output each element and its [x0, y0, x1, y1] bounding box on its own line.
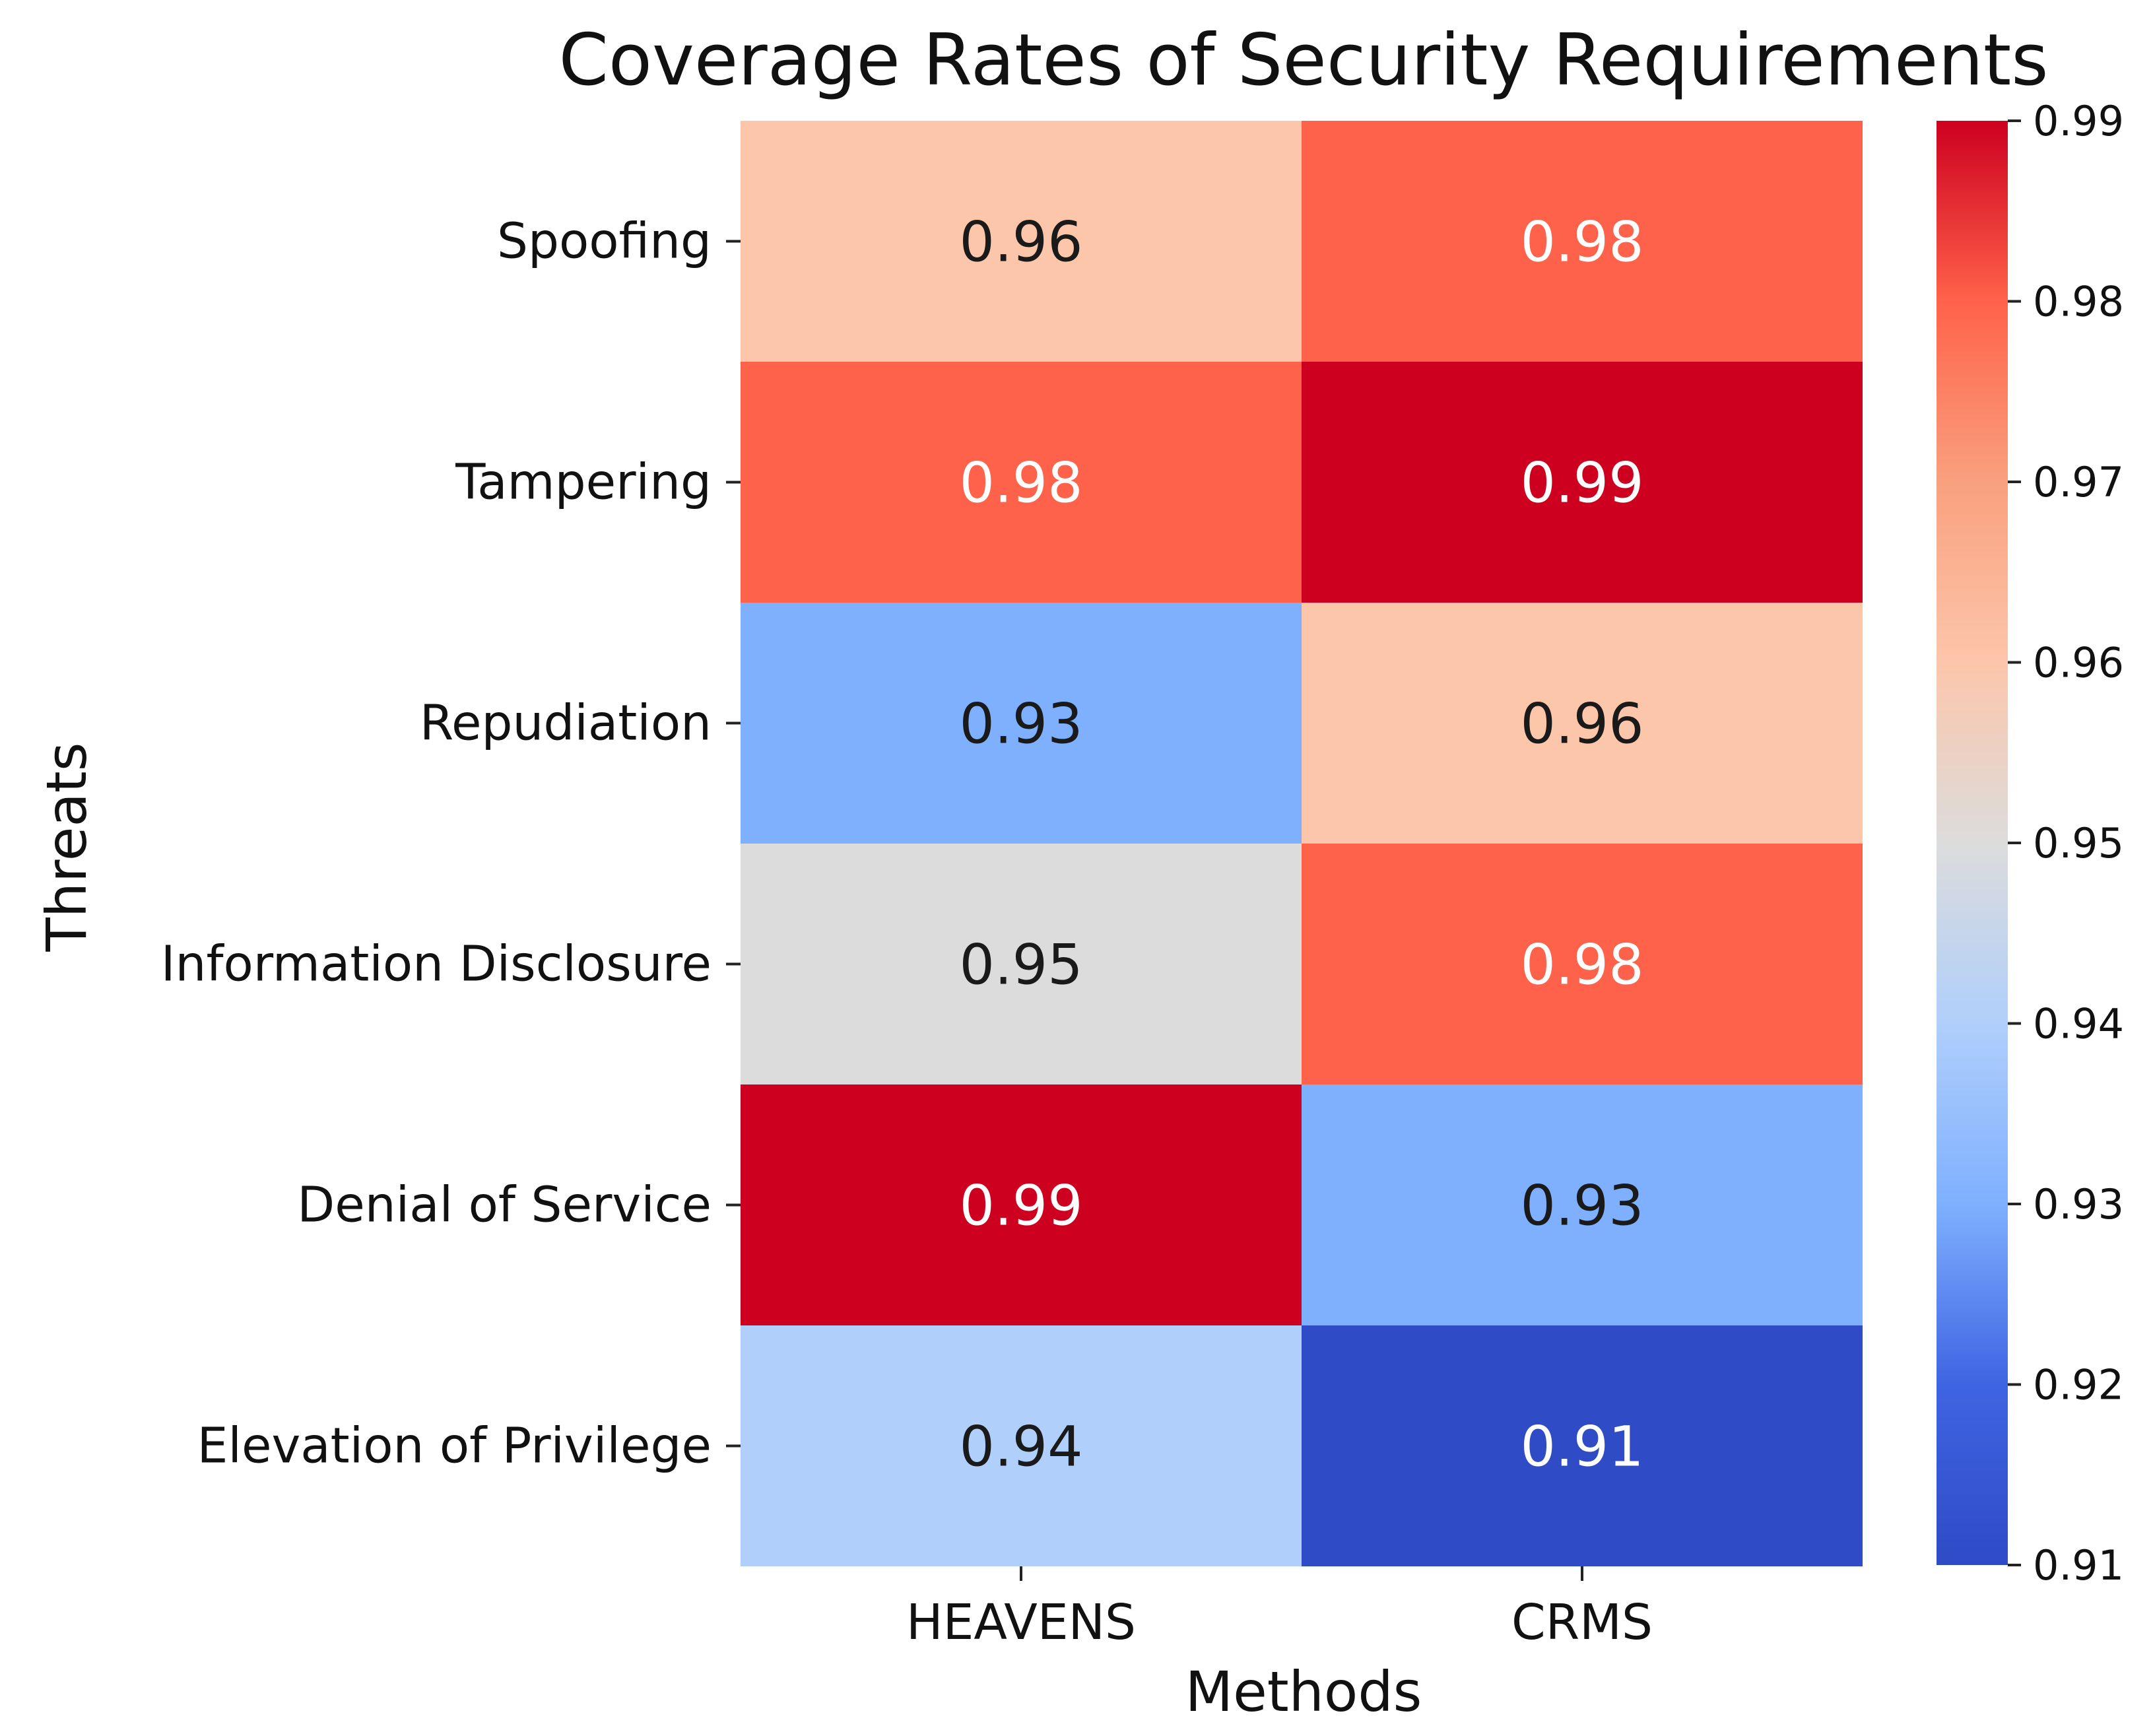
cell-label-information-disclosure-crms: 0.98 [1520, 933, 1643, 997]
colorbar-tick-label: 0.92 [2033, 1361, 2124, 1409]
heatmap-cell-information-disclosure-crms [1302, 844, 1863, 1085]
colorbar-tick-label: 0.91 [2033, 1541, 2124, 1589]
heatmap-cell-labels: 0.96 0.98 0.98 0.99 0.93 0.96 0.95 0.98 0.99 0.93… [959, 210, 1643, 1479]
y-tick-label-tampering: Tampering [455, 454, 712, 511]
y-tick-label-spoofing: Spoofing [497, 213, 712, 270]
heatmap-cells [741, 121, 1863, 1566]
x-tick-label-crms: CRMS [1511, 1594, 1653, 1651]
cell-label-tampering-crms: 0.99 [1520, 451, 1643, 516]
heatmap-cell-tampering-heavens [741, 362, 1302, 603]
y-tick-label-repudiation: Repudiation [420, 695, 712, 752]
cell-label-denial-of-service-heavens: 0.99 [959, 1174, 1082, 1238]
cell-label-repudiation-heavens: 0.93 [959, 692, 1082, 756]
colorbar-tick-label: 0.99 [2033, 97, 2124, 145]
cell-label-spoofing-crms: 0.98 [1520, 210, 1643, 275]
cell-label-elevation-of-privilege-heavens: 0.94 [959, 1415, 1082, 1479]
x-tick-label-heavens: HEAVENS [906, 1594, 1136, 1651]
heatmap-cell-spoofing-heavens [741, 121, 1302, 362]
heatmap-cell-elevation-of-privilege-heavens [741, 1325, 1302, 1566]
heatmap-cell-tampering-crms [1302, 362, 1863, 603]
x-axis: HEAVENS CRMS [906, 1566, 1653, 1651]
y-tick-label-information-disclosure: Information Disclosure [161, 936, 712, 993]
cell-label-denial-of-service-crms: 0.93 [1520, 1174, 1643, 1238]
y-axis-label: Threats [34, 742, 99, 952]
heatmap-cell-spoofing-crms [1302, 121, 1863, 362]
colorbar-tick-label: 0.96 [2033, 639, 2124, 687]
colorbar-ticks: 0.91 0.92 0.93 0.94 0.95 0.96 0.97 0.98 0.99 [2008, 97, 2124, 1589]
x-axis-label: Methods [1185, 1659, 1422, 1724]
colorbar-tick-label: 0.98 [2033, 278, 2124, 326]
cell-label-information-disclosure-heavens: 0.95 [959, 933, 1082, 997]
heatmap-cell-repudiation-heavens [741, 603, 1302, 844]
y-axis: Spoofing Tampering Repudiation Information … [161, 213, 741, 1475]
cell-label-spoofing-heavens: 0.96 [959, 210, 1082, 275]
colorbar-tick-label: 0.94 [2033, 1000, 2124, 1048]
heatmap-cell-elevation-of-privilege-crms [1302, 1325, 1863, 1566]
heatmap-cell-denial-of-service-crms [1302, 1085, 1863, 1325]
colorbar-tick-label: 0.97 [2033, 458, 2124, 506]
heatmap-cell-information-disclosure-heavens [741, 844, 1302, 1085]
colorbar-tick-label: 0.95 [2033, 819, 2124, 867]
y-tick-label-denial-of-service: Denial of Service [297, 1177, 712, 1234]
y-tick-label-elevation-of-privilege: Elevation of Privilege [197, 1418, 712, 1475]
colorbar-tick-label: 0.93 [2033, 1180, 2124, 1228]
cell-label-repudiation-crms: 0.96 [1520, 692, 1643, 756]
cell-label-elevation-of-privilege-crms: 0.91 [1520, 1415, 1643, 1479]
heatmap-cell-repudiation-crms [1302, 603, 1863, 844]
chart-title: Coverage Rates of Security Requirements [558, 19, 2048, 102]
heatmap-cell-denial-of-service-heavens [741, 1085, 1302, 1325]
cell-label-tampering-heavens: 0.98 [959, 451, 1082, 516]
colorbar [1937, 121, 2008, 1565]
